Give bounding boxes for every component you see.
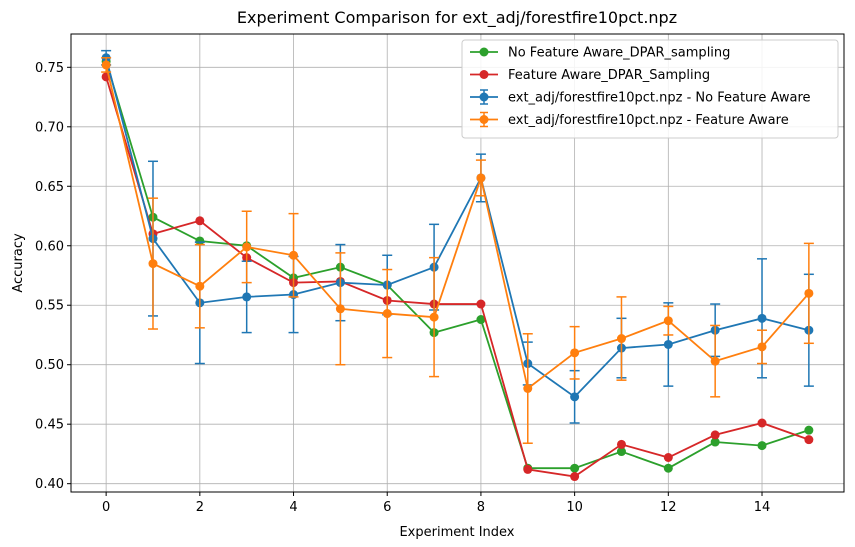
data-point — [289, 250, 299, 260]
data-point — [663, 453, 673, 463]
data-point — [335, 304, 345, 314]
data-point — [757, 342, 767, 352]
data-point — [710, 356, 720, 366]
legend-label: ext_adj/forestfire10pct.npz - Feature Aw… — [508, 113, 789, 128]
data-point — [382, 309, 392, 319]
data-point — [476, 173, 486, 183]
data-point — [148, 259, 158, 269]
x-axis-ticks: 0 2 4 6 8 10 12 14 — [102, 492, 770, 515]
data-point — [476, 315, 486, 325]
data-point — [242, 242, 252, 252]
data-point — [570, 348, 580, 358]
data-point — [616, 439, 626, 449]
data-point — [804, 288, 814, 298]
legend-item: ext_adj/forestfire10pct.npz - Feature Aw… — [470, 111, 789, 128]
data-point — [804, 425, 814, 435]
legend-marker — [479, 70, 489, 79]
y-tick-label: 0.40 — [35, 477, 64, 492]
x-axis-label: Experiment Index — [399, 525, 514, 540]
legend-marker — [479, 115, 489, 124]
y-tick-label: 0.45 — [35, 418, 64, 433]
legend-box — [461, 39, 839, 139]
data-point — [757, 313, 767, 323]
x-tick-label: 4 — [289, 500, 297, 515]
y-tick-label: 0.75 — [35, 61, 64, 76]
data-point — [195, 281, 205, 291]
y-axis-label: Accuracy — [11, 233, 26, 293]
chart-title: Experiment Comparison for ext_adj/forest… — [237, 8, 677, 28]
data-point — [570, 463, 580, 473]
y-tick-label: 0.65 — [35, 180, 64, 195]
data-point — [757, 441, 767, 451]
legend-item: No Feature Aware_DPAR_sampling — [470, 46, 730, 61]
plot-frame — [70, 33, 845, 493]
series-line — [105, 64, 810, 391]
data-point — [663, 316, 673, 326]
series-layer — [101, 49, 814, 482]
series-line — [105, 57, 810, 399]
x-tick-label: 0 — [102, 500, 110, 515]
data-point — [616, 334, 626, 344]
series-line — [105, 61, 810, 470]
data-point — [757, 418, 767, 428]
data-point — [195, 216, 205, 226]
legend-item: Feature Aware_DPAR_Sampling — [470, 68, 710, 83]
x-tick-label: 6 — [383, 500, 391, 515]
data-point — [242, 292, 252, 302]
data-point — [523, 384, 533, 394]
legend-label: Feature Aware_DPAR_Sampling — [508, 68, 710, 83]
y-tick-label: 0.60 — [35, 239, 64, 254]
data-point — [570, 472, 580, 482]
y-tick-label: 0.55 — [35, 299, 64, 314]
data-point — [570, 392, 580, 402]
data-point — [710, 437, 720, 447]
y-tick-label: 0.70 — [35, 120, 64, 135]
x-tick-label: 12 — [660, 500, 677, 515]
data-point — [429, 312, 439, 322]
y-axis-ticks: 0.40 0.45 0.50 0.55 0.60 0.65 0.70 0.75 — [35, 61, 71, 492]
data-point — [616, 447, 626, 457]
legend: No Feature Aware_DPAR_sampling Feature Aw… — [461, 39, 839, 139]
data-point — [101, 60, 111, 70]
data-point — [804, 435, 814, 445]
y-tick-label: 0.50 — [35, 358, 64, 373]
x-tick-label: 14 — [754, 500, 771, 515]
legend-label: No Feature Aware_DPAR_sampling — [508, 46, 730, 61]
x-tick-label: 2 — [196, 500, 204, 515]
legend-item: ext_adj/forestfire10pct.npz - No Feature… — [470, 89, 811, 106]
data-point — [523, 464, 533, 474]
x-tick-label: 8 — [477, 500, 485, 515]
x-tick-label: 10 — [566, 500, 583, 515]
series-4 — [101, 57, 814, 444]
data-point — [663, 463, 673, 473]
legend-marker — [479, 92, 489, 102]
series-line — [105, 76, 810, 478]
legend-label: ext_adj/forestfire10pct.npz - No Feature… — [508, 91, 811, 106]
legend-marker — [479, 47, 489, 57]
data-point — [663, 339, 673, 349]
data-point — [476, 299, 486, 309]
data-point — [195, 236, 205, 246]
data-point — [710, 430, 720, 440]
